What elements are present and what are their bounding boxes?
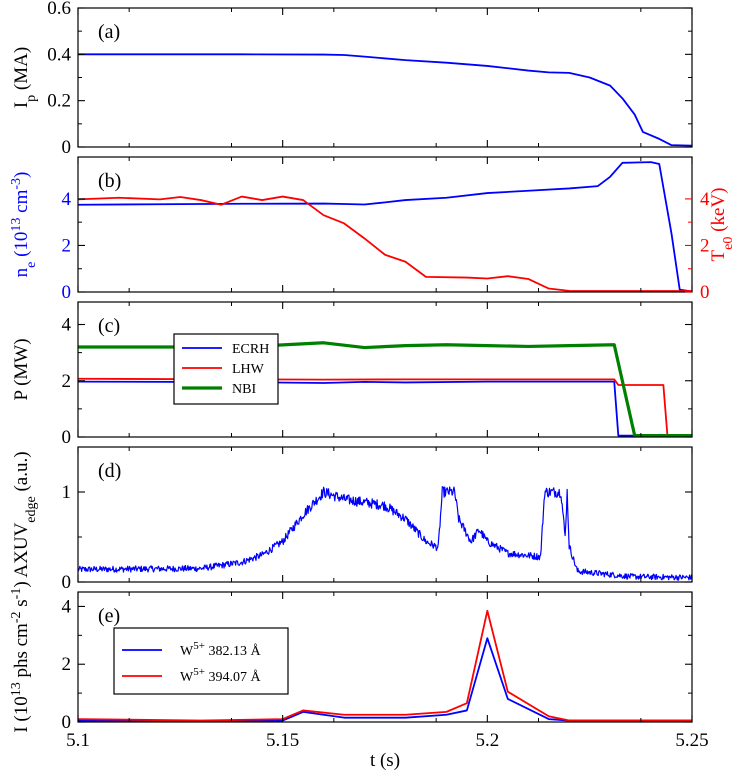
y-axis-label: ne (1013 cm-3) [9, 172, 39, 278]
y-tick-label: 0.4 [47, 44, 71, 65]
y-tick-label: 0.2 [47, 91, 71, 112]
y-tick-label: 1 [62, 482, 72, 503]
panel-d: 0 1 (d) AXUVedge (a.u.) [11, 446, 693, 593]
x-tick-label: 5.25 [675, 730, 708, 751]
y-tick-label: 0.6 [47, 0, 71, 19]
x-tick-label: 5.1 [66, 730, 90, 751]
legend-label: W5+ 394.07 Å [180, 666, 261, 685]
y-axis-label: I (1013 phs cm-2 s-1) [9, 581, 33, 732]
plot-frame [77, 591, 693, 723]
plot-frame [77, 446, 693, 583]
panel-a: 0 0.2 0.4 0.6 (a) Ip (MA) [11, 0, 693, 158]
y-right-tick-label: 4 [700, 189, 710, 210]
y-tick-label: 0 [62, 427, 72, 448]
x-tick-label: 5.15 [266, 730, 299, 751]
y-tick-label: 0 [62, 282, 72, 303]
legend-label: W5+ 382.13 Å [180, 640, 261, 659]
x-axis-label: t (s) [370, 750, 400, 771]
y-tick-label: 4 [62, 315, 72, 336]
y-axis-label: AXUVedge (a.u.) [11, 451, 39, 577]
y-tick-label: 4 [62, 189, 72, 210]
plot-frame [77, 156, 693, 293]
panel-c: 0 2 4 (c) P (MW) ECRH LHW NBI [11, 301, 693, 448]
legend-label: LHW [232, 362, 265, 377]
legend-label: NBI [232, 382, 256, 397]
y-right-tick-label: 2 [700, 235, 710, 256]
panel-b: 0 2 4 0 2 4 (b) ne (1013 cm-3) Te0 (keV) [9, 156, 736, 303]
y-axis-label: Ip (MA) [11, 47, 39, 108]
y-tick-label: 0 [62, 137, 72, 158]
y-tick-label: 2 [62, 371, 72, 392]
series-b-1 [78, 161, 692, 292]
y-tick-label: 0 [62, 712, 72, 733]
y-axis-label: P (MW) [11, 338, 32, 400]
series-c-1 [78, 380, 692, 437]
panel-tag: (d) [98, 460, 121, 482]
legend-label: ECRH [232, 342, 269, 357]
panel-tag: (a) [98, 21, 120, 43]
series-a-1 [78, 53, 692, 147]
panel-tag: (e) [98, 605, 120, 627]
panel-tag: (b) [98, 170, 121, 192]
y-tick-label: 4 [62, 596, 72, 617]
series-b-2 [78, 195, 692, 292]
plot-frame [77, 7, 693, 148]
legend: W5+ 382.13 Å W5+ 394.07 Å [113, 627, 289, 695]
panel-tag: (c) [98, 315, 120, 337]
y-tick-label: 2 [62, 235, 72, 256]
x-tick-label: 5.2 [475, 730, 499, 751]
legend-box [113, 627, 289, 695]
legend-box [173, 333, 279, 405]
y-axis-label-right: Te0 (keV) [708, 188, 736, 262]
plot-frame [77, 301, 693, 438]
y-right-tick-label: 0 [700, 282, 710, 303]
panel-e: 5.1 5.15 5.2 5.25 0 2 4 (e) I (1013 phs cm-2 s-1… [9, 581, 709, 751]
series-c-3 [78, 341, 692, 437]
series-d-1 [78, 486, 692, 581]
y-tick-label: 2 [62, 654, 72, 675]
legend: ECRH LHW NBI [173, 333, 279, 405]
series-c-2 [78, 377, 692, 437]
y-tick-label: 0 [62, 572, 72, 593]
